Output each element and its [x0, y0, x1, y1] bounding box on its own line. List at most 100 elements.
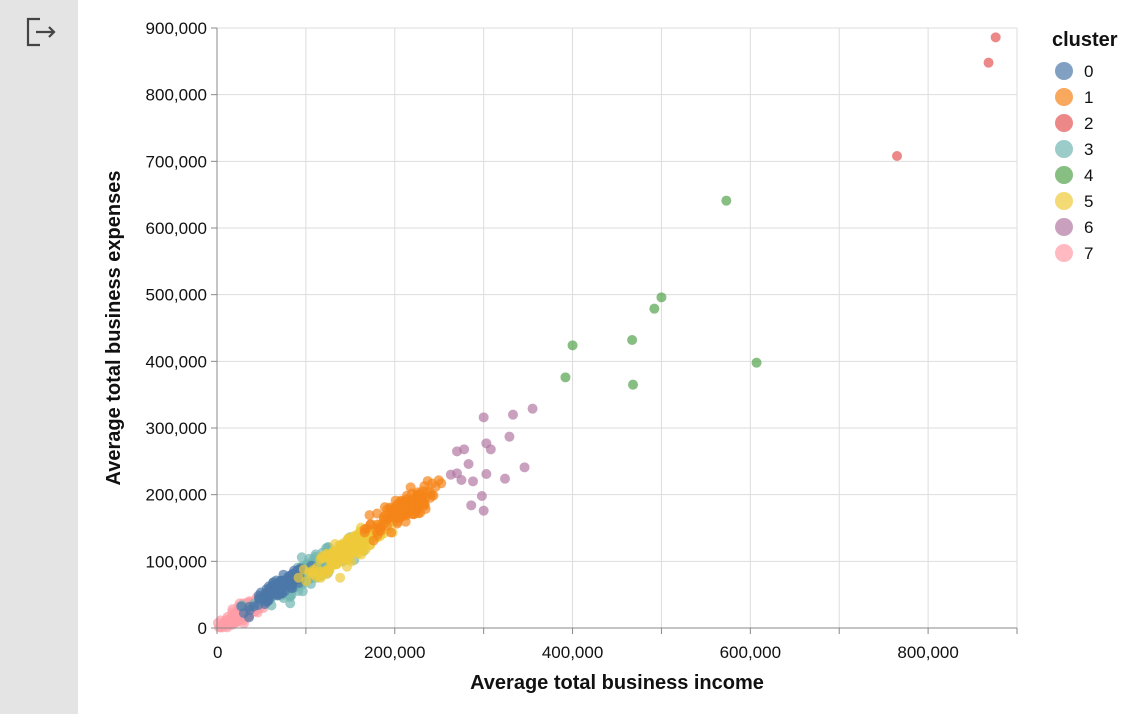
point-cluster-0 [236, 601, 247, 612]
y-tick-label: 600,000 [146, 219, 207, 238]
point-cluster-4 [721, 195, 732, 206]
x-axis-title: Average total business income [470, 672, 764, 694]
point-cluster-6 [478, 505, 489, 516]
point-cluster-1 [364, 510, 375, 521]
y-tick-label: 0 [198, 619, 207, 638]
x-tick-label: 0 [213, 643, 222, 662]
legend-swatch-2 [1055, 114, 1073, 132]
point-cluster-5 [323, 565, 334, 576]
point-cluster-1 [419, 481, 430, 492]
axes: 0 200,000 400,000 600,000 800,000 0 100,000 200… [146, 19, 1018, 662]
legend-swatch-1 [1055, 88, 1073, 106]
point-cluster-6 [500, 473, 510, 484]
point-cluster-4 [751, 357, 762, 368]
data-points [212, 32, 1001, 633]
point-cluster-0 [262, 595, 273, 606]
legend-label-3: 3 [1084, 140, 1093, 159]
point-cluster-1 [396, 507, 407, 518]
point-cluster-5 [335, 572, 346, 583]
sidebar [0, 0, 78, 714]
y-tick-label: 100,000 [146, 552, 207, 571]
x-tick-label: 800,000 [897, 643, 958, 662]
x-tick-label: 400,000 [542, 643, 603, 662]
x-tick-label: 200,000 [364, 643, 425, 662]
legend-swatch-3 [1055, 140, 1073, 158]
point-cluster-1 [408, 509, 419, 520]
point-cluster-1 [392, 518, 403, 529]
point-cluster-4 [628, 379, 638, 390]
point-cluster-0 [248, 601, 259, 612]
legend-swatch-0 [1055, 62, 1073, 80]
point-cluster-3 [297, 586, 308, 597]
point-cluster-1 [414, 500, 425, 511]
legend-swatch-7 [1055, 244, 1073, 262]
legend-label-1: 1 [1084, 88, 1093, 107]
point-cluster-5 [341, 561, 352, 572]
point-cluster-1 [390, 495, 401, 506]
point-cluster-2 [892, 151, 902, 161]
legend-label-0: 0 [1084, 62, 1093, 81]
point-cluster-5 [345, 536, 356, 547]
point-cluster-7 [228, 618, 239, 629]
y-axis-title: Average total business expenses [103, 171, 125, 486]
point-cluster-5 [311, 562, 322, 573]
point-cluster-6 [459, 444, 470, 455]
point-cluster-3 [285, 598, 296, 609]
y-tick-label: 800,000 [146, 86, 207, 105]
point-cluster-5 [298, 564, 309, 575]
point-cluster-3 [296, 552, 307, 563]
point-cluster-6 [468, 476, 478, 487]
point-cluster-1 [417, 491, 428, 502]
point-cluster-6 [466, 500, 477, 511]
legend-label-7: 7 [1084, 244, 1093, 263]
point-cluster-6 [476, 491, 487, 501]
legend-swatch-6 [1055, 218, 1073, 236]
point-cluster-4 [560, 372, 571, 383]
legend: cluster 0 1 2 3 4 5 6 7 [1052, 29, 1118, 263]
point-cluster-7 [219, 616, 230, 627]
legend-swatch-4 [1055, 166, 1073, 184]
point-cluster-1 [386, 527, 397, 538]
point-cluster-6 [456, 475, 467, 485]
point-cluster-6 [527, 403, 538, 414]
point-cluster-1 [428, 490, 439, 501]
point-cluster-1 [373, 522, 384, 533]
point-cluster-6 [481, 469, 492, 479]
point-cluster-5 [311, 571, 322, 582]
point-cluster-0 [287, 583, 298, 594]
y-tick-label: 500,000 [146, 286, 207, 305]
point-cluster-6 [508, 409, 518, 420]
legend-label-2: 2 [1084, 114, 1093, 133]
point-cluster-2 [983, 57, 994, 68]
point-cluster-5 [293, 572, 304, 583]
point-cluster-4 [649, 303, 660, 314]
point-cluster-0 [243, 612, 254, 623]
point-cluster-1 [365, 519, 376, 530]
grid [216, 27, 1018, 629]
point-cluster-7 [230, 609, 241, 620]
y-tick-label: 400,000 [146, 352, 207, 371]
legend-label-5: 5 [1084, 192, 1093, 211]
point-cluster-6 [463, 459, 474, 469]
point-cluster-5 [344, 545, 355, 556]
point-cluster-2 [990, 32, 1001, 43]
point-cluster-4 [627, 335, 638, 345]
point-cluster-1 [382, 504, 393, 515]
point-cluster-6 [478, 412, 489, 423]
legend-swatch-5 [1055, 192, 1073, 210]
point-cluster-5 [301, 576, 312, 587]
point-cluster-0 [272, 589, 283, 600]
point-cluster-6 [504, 431, 515, 442]
y-tick-label: 700,000 [146, 152, 207, 171]
point-cluster-0 [272, 581, 283, 592]
point-cluster-1 [433, 475, 444, 486]
y-tick-label: 300,000 [146, 419, 207, 438]
point-cluster-5 [331, 559, 342, 570]
legend-title: cluster [1052, 29, 1118, 51]
point-cluster-6 [485, 444, 496, 455]
y-tick-label: 200,000 [146, 486, 207, 505]
point-cluster-1 [378, 512, 389, 523]
logout-icon[interactable] [24, 14, 60, 50]
point-cluster-6 [519, 462, 530, 473]
